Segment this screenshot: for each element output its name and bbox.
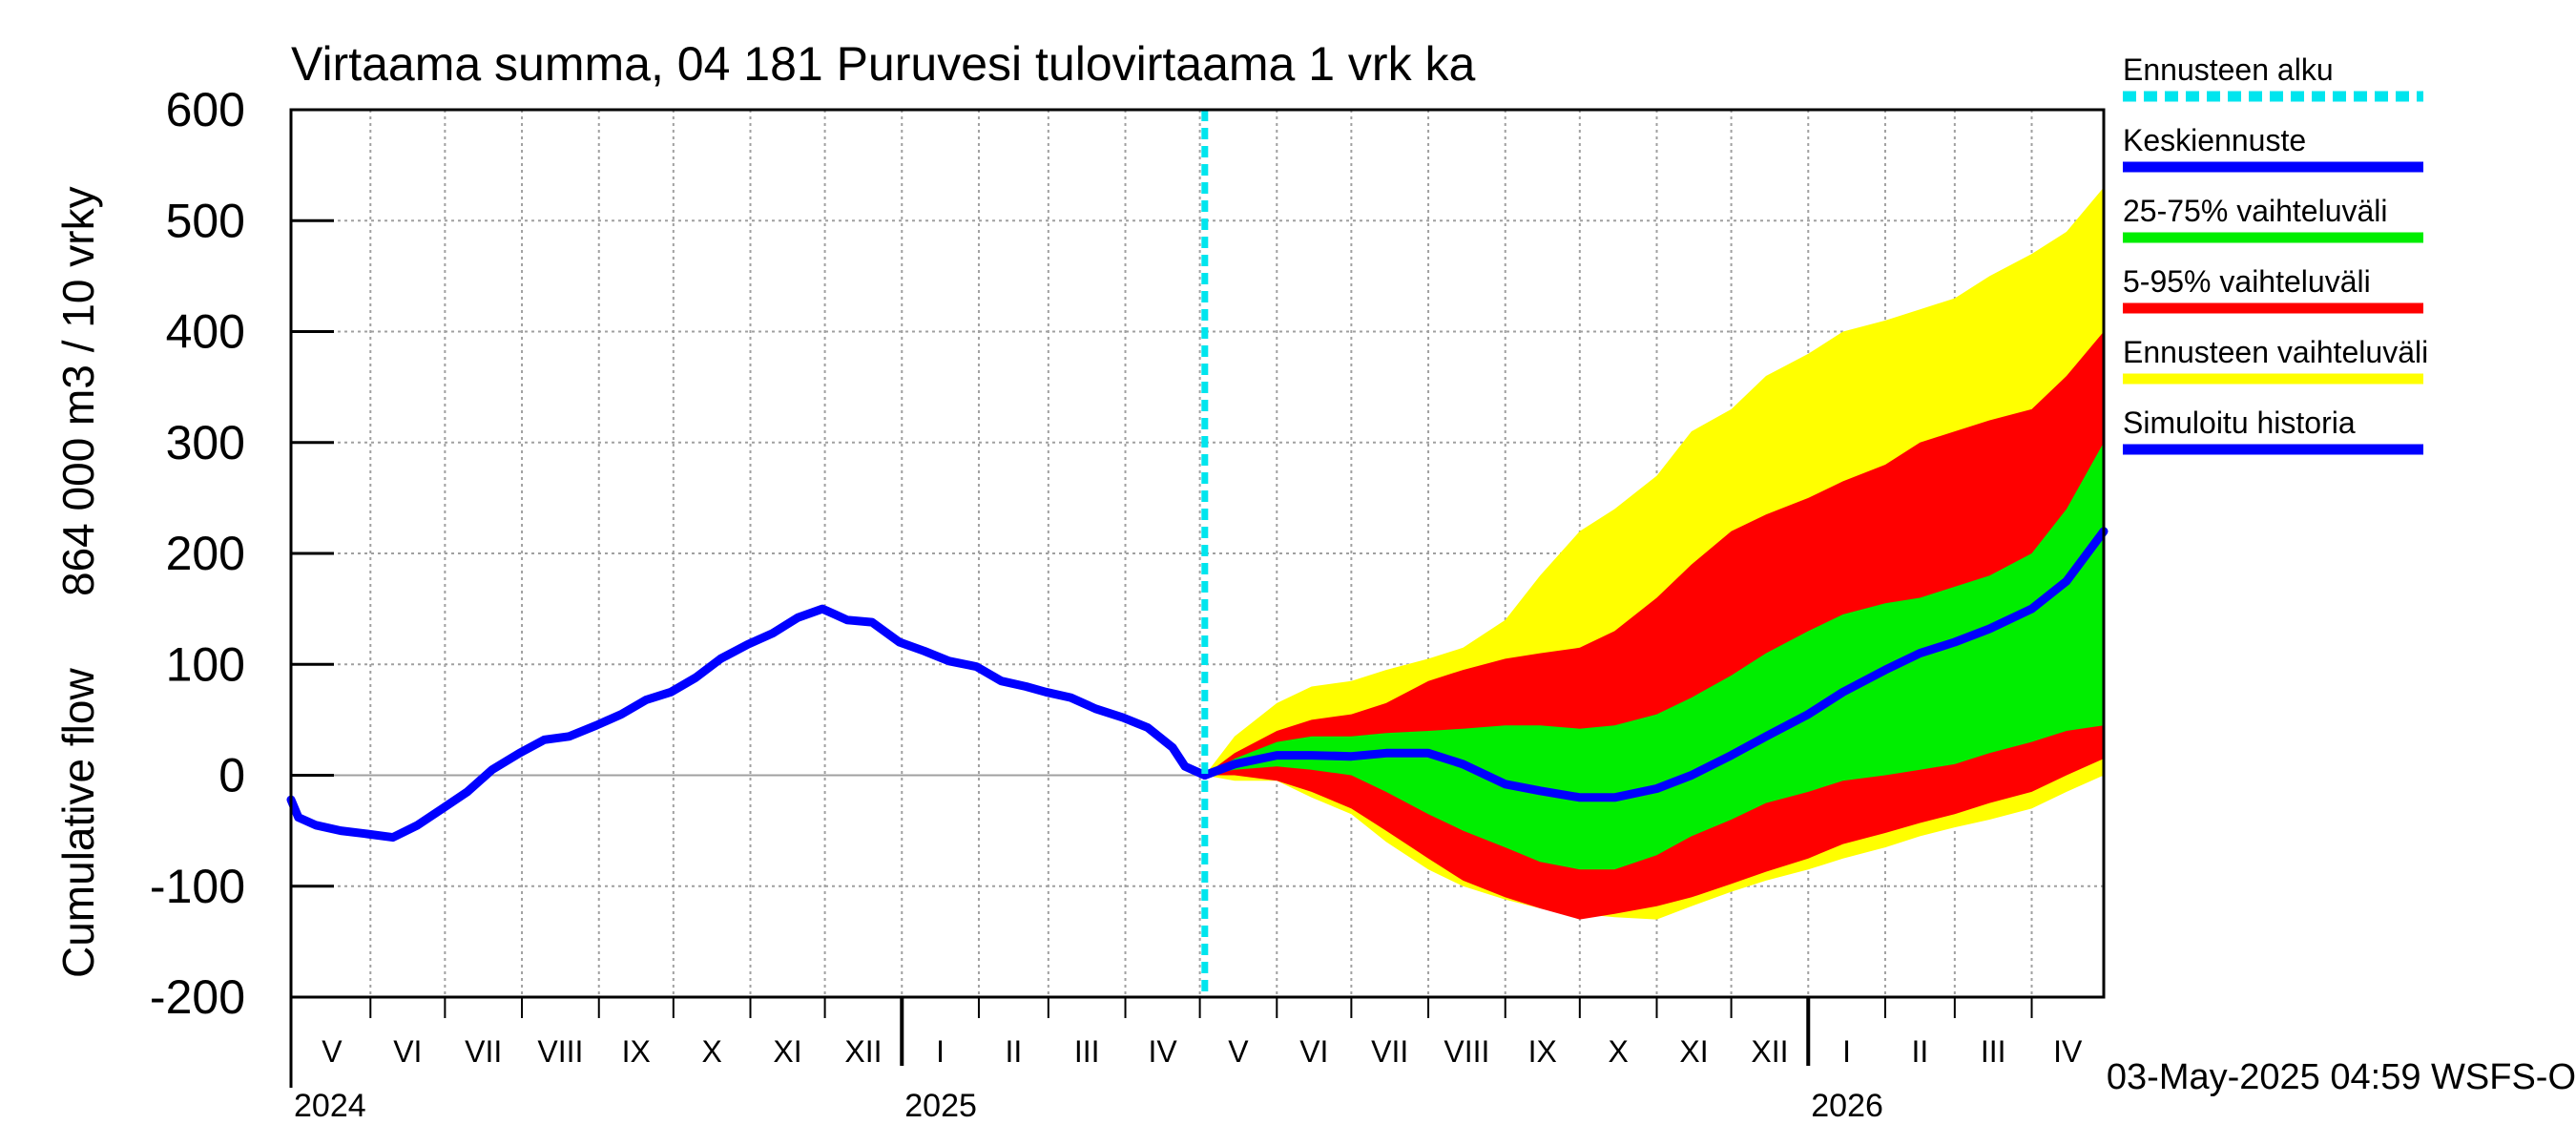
y-tick-label: 0 bbox=[218, 749, 245, 802]
y-tick-label: 300 bbox=[166, 416, 245, 469]
legend: Ennusteen alku Keskiennuste 25-75% vaihtel… bbox=[2123, 52, 2428, 455]
month-label: VIII bbox=[537, 1034, 583, 1069]
y-axis-label-top: 864 000 m3 / 10 vrky bbox=[53, 186, 103, 596]
year-label: 2026 bbox=[1811, 1088, 1883, 1124]
legend-label: Simuloitu historia bbox=[2123, 406, 2356, 440]
month-label: X bbox=[1608, 1034, 1628, 1069]
month-label: XII bbox=[844, 1034, 882, 1069]
chart-title: Virtaama summa, 04 181 Puruvesi tulovirt… bbox=[291, 37, 1475, 91]
forecast-bands bbox=[1204, 187, 2104, 920]
month-label: VI bbox=[393, 1034, 422, 1069]
y-tick-label: 200 bbox=[166, 527, 245, 580]
y-axis-label: 864 000 m3 / 10 vrky Cumulative flow bbox=[53, 186, 103, 978]
month-label: I bbox=[1842, 1034, 1851, 1069]
month-label: V bbox=[322, 1034, 343, 1069]
month-label: IV bbox=[1148, 1034, 1177, 1069]
month-label: IX bbox=[622, 1034, 651, 1069]
data-lines bbox=[286, 110, 2109, 997]
month-label: XI bbox=[1679, 1034, 1708, 1069]
legend-label: 25-75% vaihteluväli bbox=[2123, 194, 2388, 228]
band-25-75-vaihteluv-li bbox=[1204, 442, 2104, 870]
legend-label: Keskiennuste bbox=[2123, 123, 2306, 157]
y-tick-label: -200 bbox=[150, 970, 245, 1024]
month-label: IV bbox=[2053, 1034, 2083, 1069]
month-label: V bbox=[1228, 1034, 1249, 1069]
legend-label: Ennusteen alku bbox=[2123, 52, 2334, 87]
legend-label: 5-95% vaihteluväli bbox=[2123, 264, 2371, 299]
y-tick-label: 500 bbox=[166, 194, 245, 247]
y-tick-label: 400 bbox=[166, 305, 245, 359]
year-label: 2025 bbox=[904, 1088, 977, 1124]
month-label: VII bbox=[465, 1034, 502, 1069]
month-label: III bbox=[1981, 1034, 2006, 1069]
month-label: VI bbox=[1299, 1034, 1328, 1069]
month-label: II bbox=[1006, 1034, 1023, 1069]
year-label: 2024 bbox=[294, 1088, 366, 1124]
month-label: I bbox=[936, 1034, 945, 1069]
y-tick-label: -100 bbox=[150, 860, 245, 913]
month-label: III bbox=[1074, 1034, 1100, 1069]
month-label: X bbox=[701, 1034, 721, 1069]
y-axis-label-bottom: Cumulative flow bbox=[53, 668, 103, 978]
median-forecast-line bbox=[1200, 527, 2109, 802]
month-label: VII bbox=[1371, 1034, 1408, 1069]
timestamp-footer: 03-May-2025 04:59 WSFS-O bbox=[2106, 1057, 2576, 1097]
legend-label: Ennusteen vaihteluväli bbox=[2123, 335, 2428, 369]
y-tick-label: 600 bbox=[166, 83, 245, 136]
month-label: XII bbox=[1751, 1034, 1788, 1069]
simulated-history-line bbox=[286, 604, 1210, 843]
month-label: VIII bbox=[1444, 1034, 1489, 1069]
month-label: II bbox=[1912, 1034, 1929, 1069]
month-label: XI bbox=[773, 1034, 801, 1069]
month-label: IX bbox=[1528, 1034, 1557, 1069]
y-tick-label: 100 bbox=[166, 637, 245, 691]
